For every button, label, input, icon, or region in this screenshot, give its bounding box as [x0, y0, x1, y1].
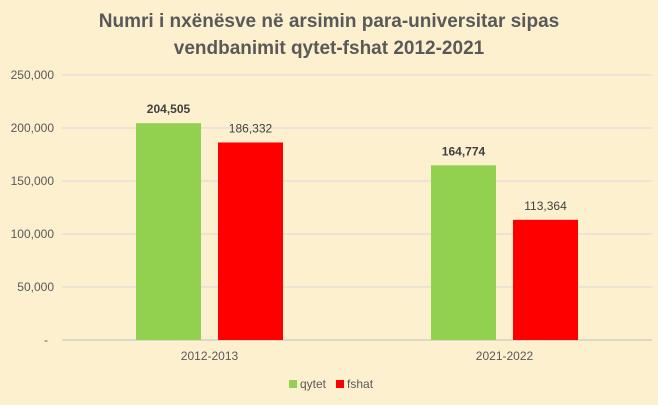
legend-swatch-qytet	[289, 380, 297, 388]
data-label: 186,332	[229, 121, 273, 135]
y-tick-label: 50,000	[17, 280, 54, 294]
bar-qytet	[431, 165, 496, 340]
bar-qytet	[136, 123, 201, 340]
legend-label-fshat: fshat	[347, 377, 374, 391]
x-tick-label: 2021-2022	[476, 349, 534, 363]
bar-fshat	[513, 219, 578, 340]
y-tick-label: 100,000	[11, 227, 55, 241]
chart-title-line-2: vendbanimit qytet-fshat 2012-2021	[173, 38, 485, 59]
y-tick-label: 150,000	[11, 174, 55, 188]
legend-swatch-fshat	[336, 380, 345, 388]
y-tick-label: 250,000	[11, 68, 55, 82]
y-tick-label: -	[44, 333, 48, 347]
y-tick-label: 200,000	[11, 121, 55, 135]
data-label: 113,364	[524, 199, 567, 213]
bar-fshat	[218, 142, 283, 340]
data-label: 204,505	[147, 102, 191, 116]
chart-title: Numri i nxënësve në arsimin para-univers…	[0, 8, 658, 62]
chart-title-line-1: Numri i nxënësve në arsimin para-univers…	[98, 11, 560, 32]
legend-label-qytet: qytet	[300, 377, 327, 391]
x-tick-label: 2012-2013	[181, 349, 239, 363]
data-label: 164,774	[442, 144, 486, 158]
